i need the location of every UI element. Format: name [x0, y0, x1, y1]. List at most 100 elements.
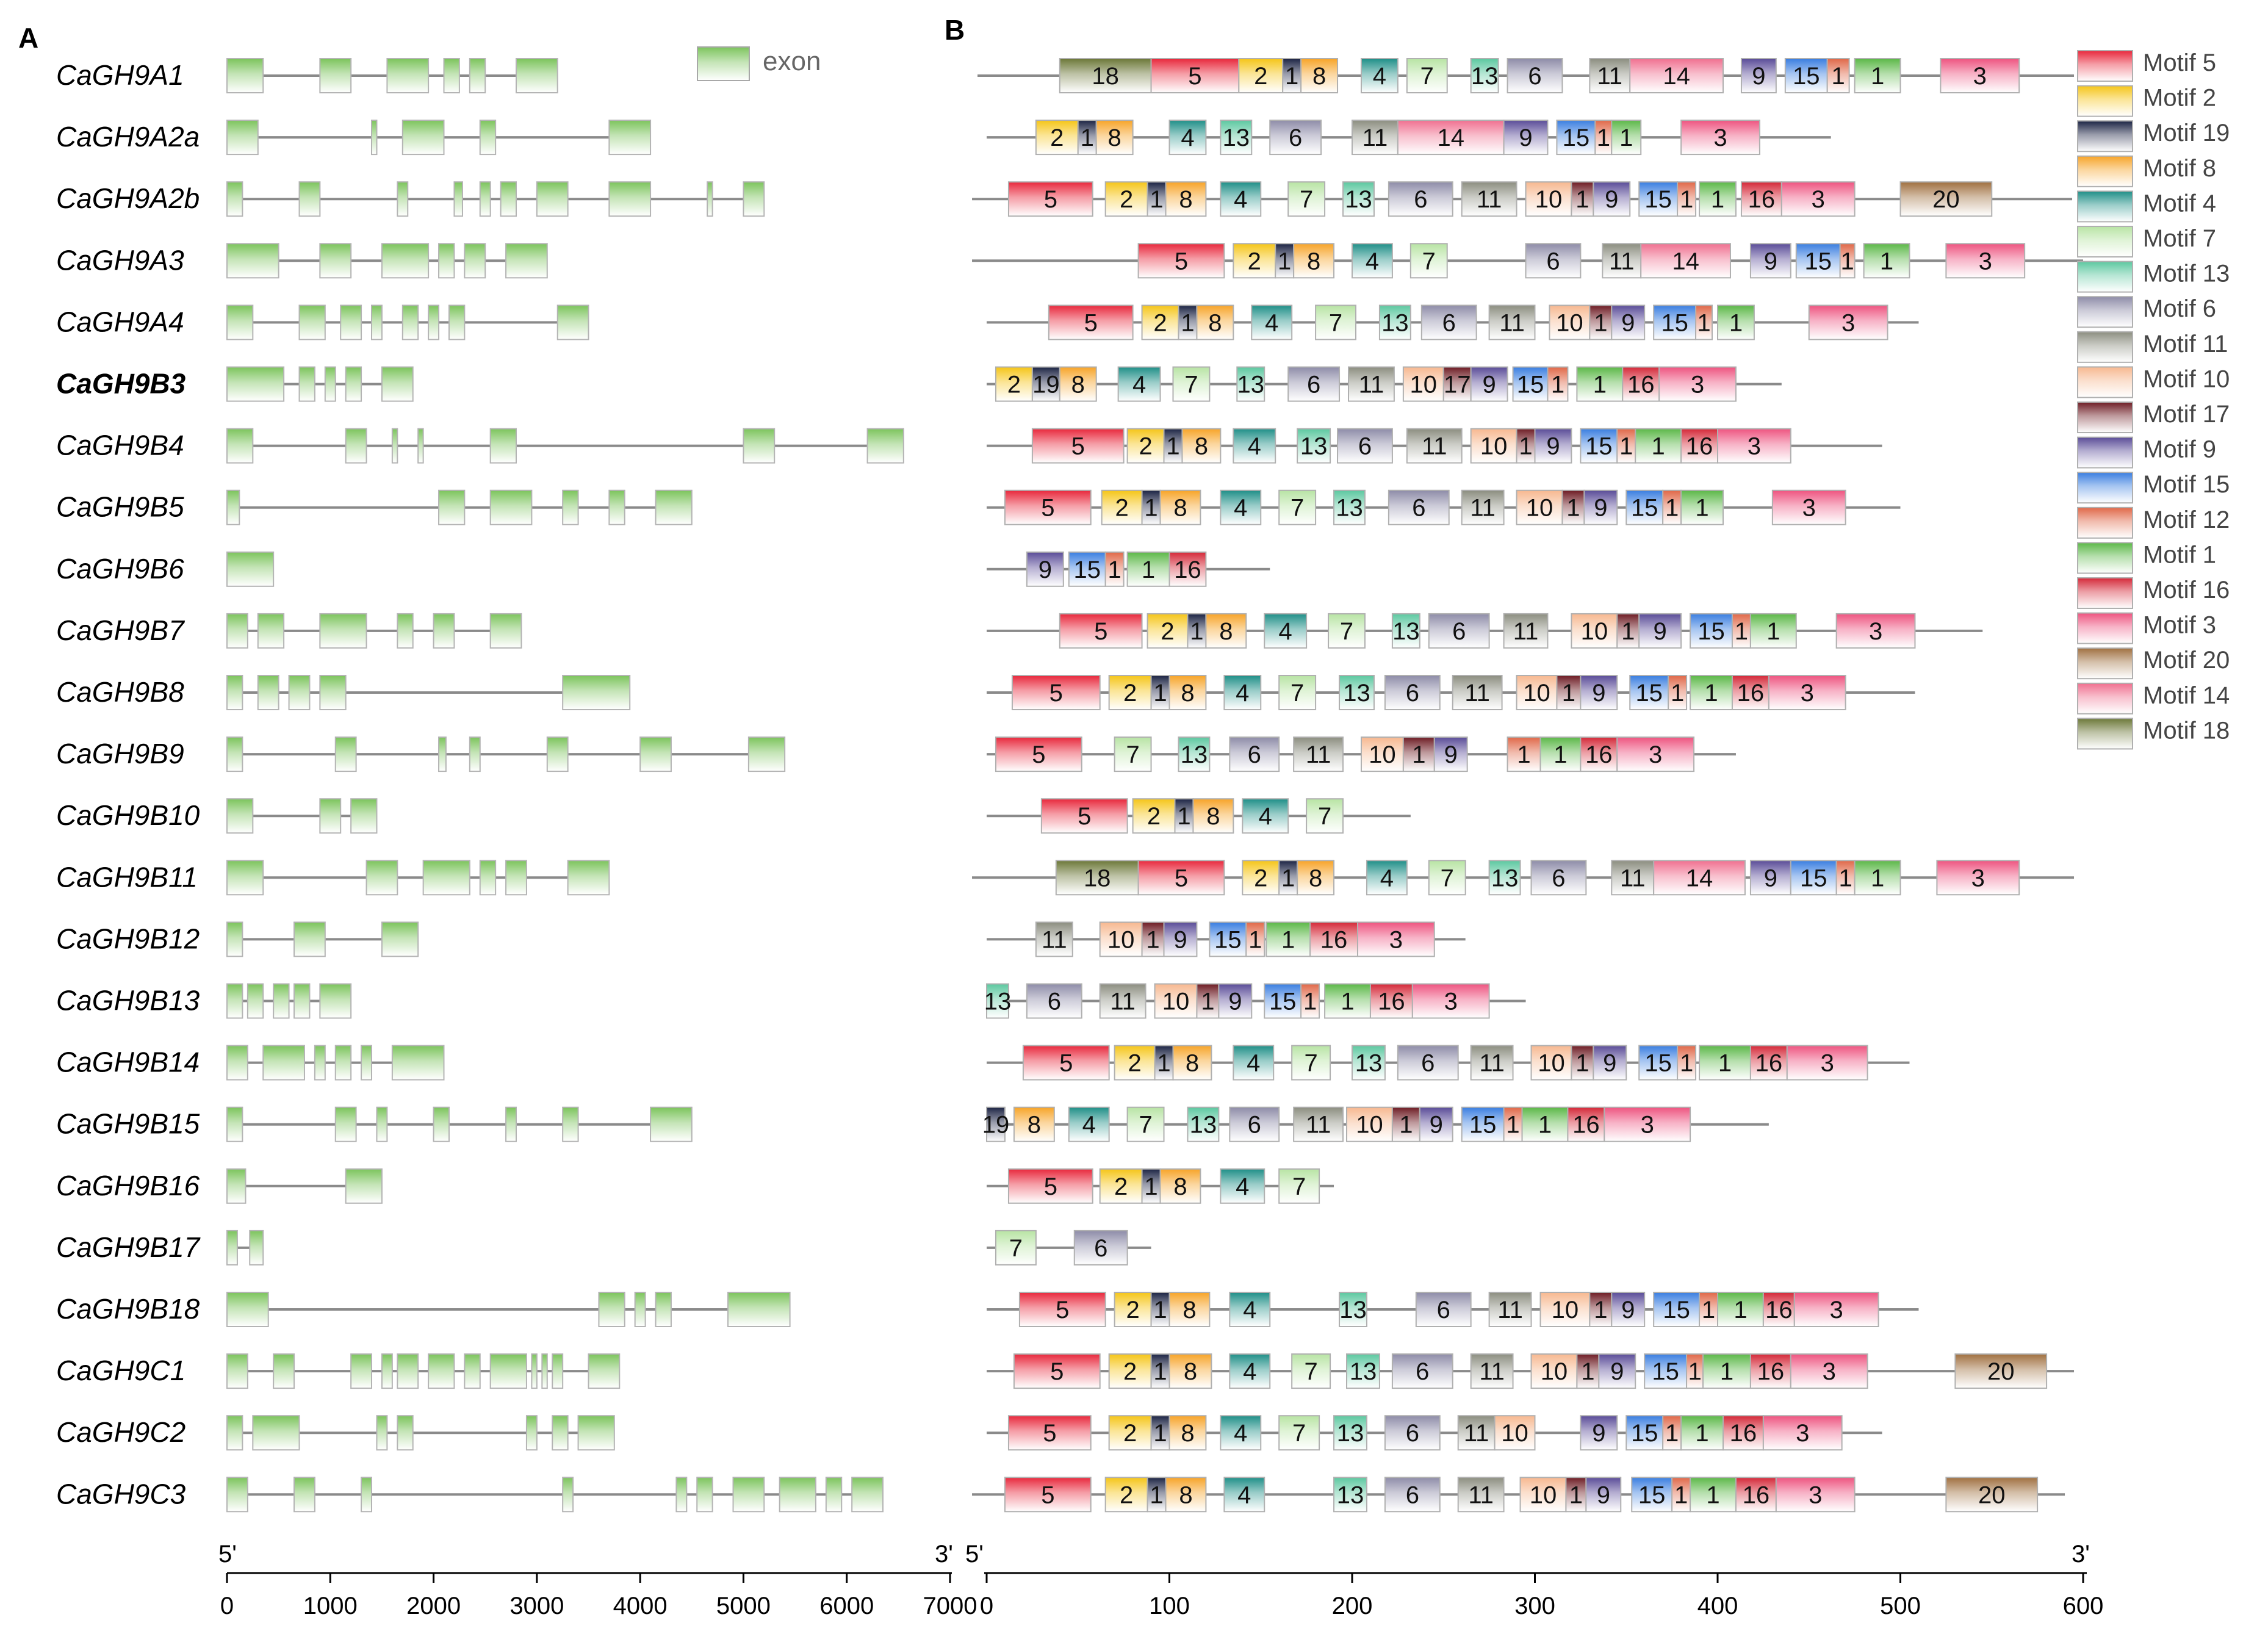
motif-label: 1: [1697, 309, 1710, 336]
exon-block: [608, 489, 625, 525]
motif-label: 5: [1084, 309, 1098, 336]
gene-name: CaGH9B17: [56, 1231, 201, 1263]
legend-label-motif-13: Motif 13: [2143, 261, 2230, 287]
motif-label: 9: [1654, 618, 1667, 645]
motif-label: 9: [1173, 926, 1187, 953]
motif-label: 5: [1059, 1050, 1073, 1077]
motif-label: 16: [1174, 556, 1201, 583]
legend-label-motif-7: Motif 7: [2143, 225, 2216, 252]
motif-4-block: [1251, 304, 1293, 340]
motif-10-block: [1099, 921, 1143, 957]
exon-block: [371, 304, 383, 340]
motif-13-block: [1333, 1415, 1367, 1451]
legend-swatch-motif-10: [2077, 366, 2133, 398]
motif-label: 7: [1300, 186, 1313, 213]
exon-block: [340, 304, 362, 340]
motif-19-block: [1278, 860, 1298, 896]
motif-label: 2: [1139, 433, 1152, 460]
motif-label: 9: [1621, 1297, 1635, 1323]
exon-block: [598, 1292, 625, 1327]
motif-label: 11: [1497, 1297, 1523, 1323]
legend-swatch-motif-8: [2077, 155, 2133, 187]
motif-4-block: [1168, 120, 1207, 156]
legend-swatch-motif-12: [2077, 506, 2133, 539]
motif-label: 9: [1430, 1112, 1443, 1139]
motif-label: 1: [1399, 1112, 1413, 1139]
motif-17-block: [1565, 1477, 1587, 1513]
motif-5-block: [1004, 489, 1092, 525]
motif-label: 1: [1144, 495, 1157, 522]
gene-row: CaGH9C1 5 2 1 8 4 7 13 6 11 10 1 9 15 1 1 16 3 20: [56, 1353, 2075, 1389]
motif-label: 5: [1094, 618, 1107, 645]
motif-19-block: [1275, 243, 1295, 279]
motif-4-block: [1229, 1353, 1271, 1389]
motif-label: 15: [1469, 1112, 1497, 1139]
exon-block: [226, 1477, 248, 1513]
motif-label: 11: [1464, 1420, 1489, 1447]
motif-label: 11: [1110, 988, 1136, 1015]
gene-name: CaGH9B4: [56, 430, 184, 461]
motif-label: 3: [1869, 618, 1882, 645]
motif-label: 10: [1410, 372, 1438, 398]
motif-label: 1: [1538, 1112, 1552, 1139]
motif-17-block: [1589, 304, 1613, 340]
motif-12-block: [1668, 675, 1688, 710]
exon-block: [298, 366, 315, 402]
motif-16-block: [1680, 428, 1719, 464]
motif-label: 6: [1552, 865, 1565, 891]
motif-label: 8: [1309, 865, 1322, 891]
exon-block: [391, 1045, 445, 1081]
legend-swatch-motif-9: [2077, 436, 2133, 469]
motif-label: 4: [1279, 618, 1292, 645]
exon-block: [226, 243, 279, 279]
exon-block: [319, 613, 367, 649]
motif-label: 7: [1304, 1358, 1317, 1385]
exon-block: [371, 120, 378, 156]
motif-7-block: [1172, 366, 1211, 402]
motif-19-block: [1174, 798, 1194, 834]
motif-label: 6: [1406, 680, 1419, 707]
panel-b-tick-label: 100: [1149, 1593, 1190, 1619]
motif-label: 18: [1084, 865, 1111, 891]
motif-label: 16: [1737, 680, 1765, 707]
motif-8-block: [1300, 58, 1339, 93]
exon-block: [350, 798, 378, 834]
exon-block: [401, 304, 419, 340]
motif-label: 2: [1120, 186, 1133, 213]
motif-2-block: [1108, 675, 1152, 710]
motif-legend: Motif 5 Motif 2 Motif 19 Motif 8 Motif 4 Moti…: [2077, 49, 2230, 750]
motif-4-block: [1233, 428, 1276, 464]
motif-3-block: [1936, 860, 2020, 896]
motif-label: 13: [984, 988, 1012, 1015]
motif-label: 1: [1285, 63, 1298, 90]
motif-label: 11: [1306, 741, 1331, 768]
motif-7-block: [1278, 1415, 1320, 1451]
motif-17-block: [1571, 181, 1594, 217]
motif-13-block: [986, 983, 1009, 1019]
motif-6-block: [1388, 181, 1453, 217]
motif-label: 6: [1289, 124, 1302, 151]
motif-13-block: [1333, 1477, 1367, 1513]
motif-label: 16: [1730, 1420, 1757, 1447]
motif-4-block: [1366, 860, 1408, 896]
motif-label: 7: [1009, 1235, 1023, 1262]
legend-swatch-motif-2: [2077, 85, 2133, 117]
motif-2-block: [1233, 243, 1276, 279]
motif-6-block: [1391, 1353, 1453, 1389]
motif-label: 4: [1243, 1297, 1256, 1323]
gene-row: CaGH9B9 5 7 13 6 11 10 1 9 1 1 16 3: [56, 736, 1736, 772]
motif-7-block: [1315, 304, 1356, 340]
motif-label: 9: [1597, 1482, 1610, 1508]
motif-6-block: [1384, 1477, 1441, 1513]
exon-block: [433, 1106, 450, 1142]
motif-label: 8: [1071, 372, 1085, 398]
gene-name: CaGH9B16: [56, 1170, 200, 1201]
motif-label: 1: [1704, 680, 1718, 707]
motif-12-block: [1507, 736, 1541, 772]
motif-11-block: [1348, 366, 1395, 402]
exon-block: [293, 983, 311, 1019]
motif-label: 2: [1161, 618, 1174, 645]
motif-label: 1: [1157, 1050, 1170, 1077]
motif-4-block: [1264, 613, 1308, 649]
gene-row: CaGH9B6 9 15 1 1 16: [56, 551, 1270, 587]
